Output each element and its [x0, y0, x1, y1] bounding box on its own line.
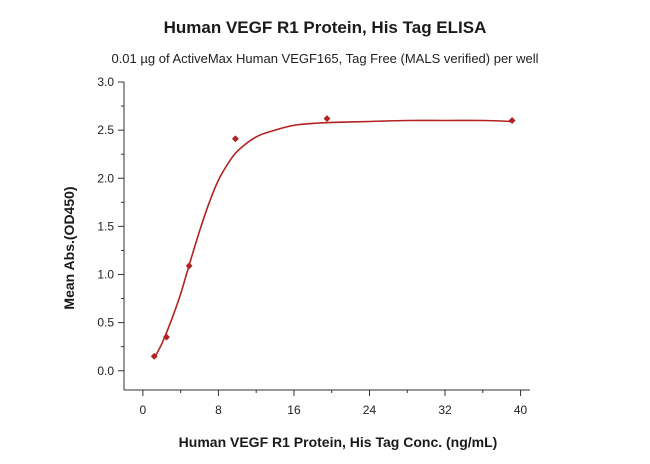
x-tick-label: 0: [140, 403, 147, 417]
x-tick-label: 32: [438, 403, 452, 417]
y-tick-label: 2.5: [97, 123, 114, 137]
data-point: [508, 116, 516, 125]
data-point: [323, 115, 331, 123]
y-tick-label: 1.0: [97, 268, 114, 282]
chart-subtitle: 0.01 µg of ActiveMax Human VEGF165, Tag …: [111, 51, 539, 66]
data-point: [162, 333, 171, 341]
fit-curve: [153, 119, 513, 359]
x-tick-label: 24: [363, 403, 377, 417]
y-tick-label: 0.0: [97, 364, 114, 378]
chart-title: Human VEGF R1 Protein, His Tag ELISA: [163, 18, 487, 37]
data-point: [231, 135, 239, 143]
fit-curve-layer: [153, 119, 513, 359]
x-tick-label: 40: [514, 403, 528, 417]
data-points-layer: [150, 115, 516, 360]
y-tick-label: 2.0: [97, 171, 114, 185]
y-axis-title: Mean Abs.(OD450): [61, 186, 77, 309]
y-tick-label: 3.0: [97, 75, 114, 89]
x-tick-label: 16: [287, 403, 301, 417]
y-tick-label: 1.5: [97, 219, 114, 233]
y-tick-label: 0.5: [97, 316, 114, 330]
data-point: [150, 352, 158, 360]
x-tick-label: 8: [215, 403, 222, 417]
data-point: [185, 262, 193, 270]
x-axis-title: Human VEGF R1 Protein, His Tag Conc. (ng…: [179, 434, 498, 450]
axes-group: 0.0 0.5 1.0 1.5 2.0 2.5 3.0 0 8 16 24 32 40: [97, 75, 530, 417]
